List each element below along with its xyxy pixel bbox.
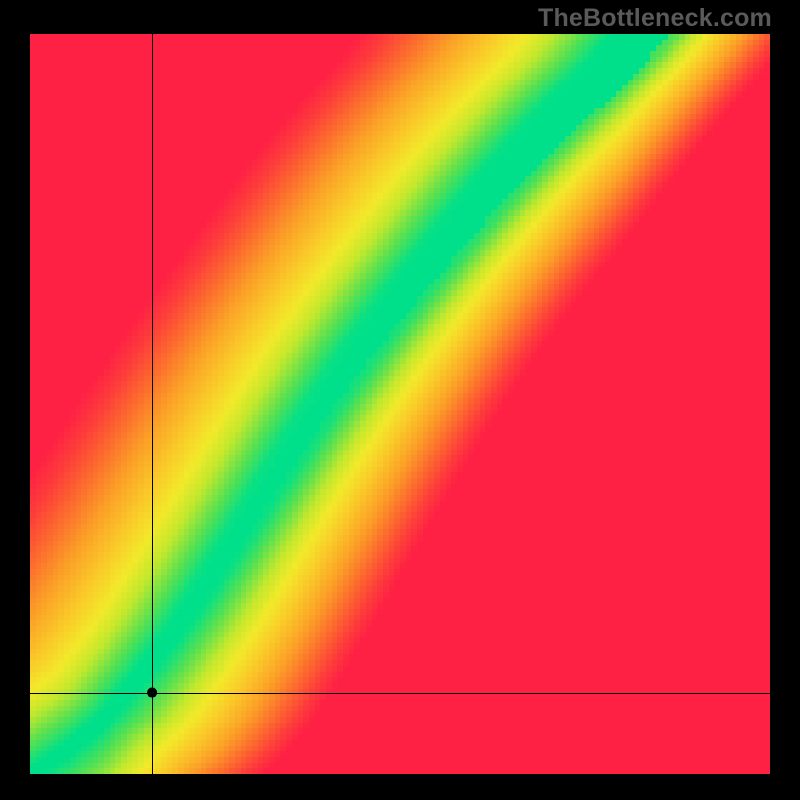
chart-container: TheBottleneck.com bbox=[0, 0, 800, 800]
source-watermark: TheBottleneck.com bbox=[538, 4, 772, 33]
bottleneck-heatmap bbox=[30, 34, 770, 774]
